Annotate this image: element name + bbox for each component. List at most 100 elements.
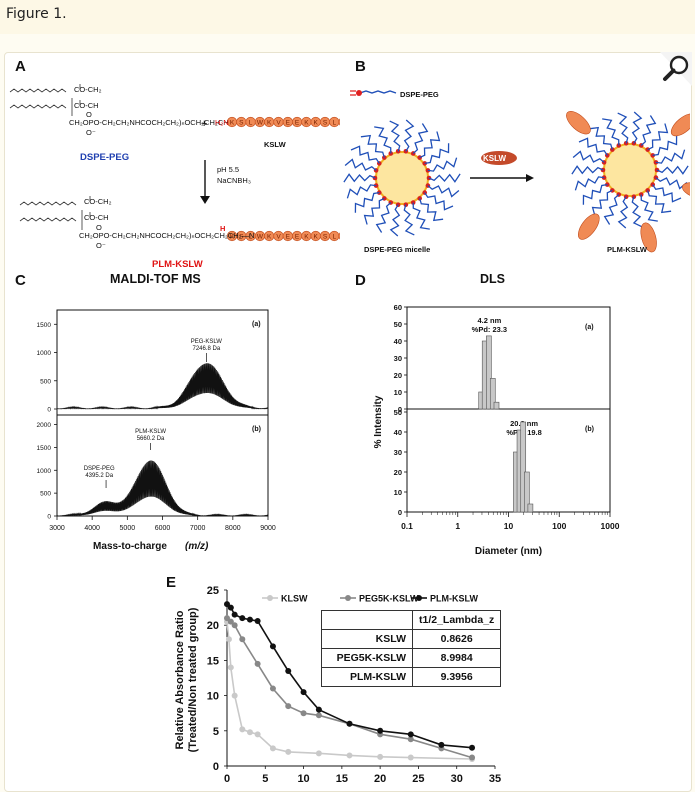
spectrum-b	[56, 460, 269, 517]
c-xlabel-italic: (m/z)	[185, 541, 209, 552]
data-point	[231, 622, 238, 629]
e-ytick-label: 5	[213, 726, 219, 738]
micelle-left-peg	[363, 197, 385, 225]
c-peak-b-name: PLM-KSLW	[135, 429, 166, 435]
micelle-right	[566, 111, 690, 253]
e-xtick-label: 0	[224, 773, 230, 785]
nh-label: H	[220, 224, 226, 233]
e-xtick-label: 5	[262, 773, 268, 785]
table-cell: 9.3956	[411, 667, 502, 687]
micelle-right-peg	[582, 183, 608, 205]
e-ytick-label: 10	[207, 691, 219, 703]
peptide-bottom-residue: S	[323, 233, 328, 240]
data-point	[407, 754, 414, 761]
peptide-top-residue: V	[276, 119, 281, 126]
panel-label-d: D	[355, 272, 366, 289]
data-point	[315, 750, 322, 757]
dls-bar-a	[493, 401, 500, 410]
e-xtick-label: 10	[297, 773, 309, 785]
legend-lipid-tails	[350, 90, 356, 96]
peptide-bead	[682, 182, 690, 200]
e-xtick-label: 35	[489, 773, 501, 785]
data-point	[239, 726, 246, 733]
micelle-left-head	[382, 155, 387, 160]
d-ytick-label: 40	[394, 428, 402, 437]
peptide-bottom-residue: E	[286, 233, 291, 240]
micelle-right-peg	[640, 115, 657, 146]
table-row: KSLW 0.8626	[321, 629, 502, 649]
c-peak-a-value: 7246.8 Da	[192, 346, 220, 352]
panel-label-a: A	[15, 58, 26, 75]
lipid-chains-top	[9, 84, 81, 116]
micelle-left-peg	[343, 173, 376, 183]
c-peak-b-value: 5660.2 Da	[137, 436, 165, 442]
e-ylabel-1: Relative Absorbance Ratio	[174, 610, 186, 749]
panel-c-title: MALDI-TOF MS	[110, 272, 201, 286]
peptide-top-residue: L	[249, 119, 253, 126]
d-ytick-label: 10	[394, 388, 402, 397]
c-xtick-label: 9000	[260, 525, 276, 532]
c-xtick-label: 5000	[120, 525, 136, 532]
micelle-left-head	[417, 196, 422, 201]
e-xtick-label: 20	[374, 773, 386, 785]
peptide-bottom-residue: K	[304, 233, 309, 240]
peptide-bottom-residue: K	[267, 233, 272, 240]
oxygen-minus-1: O⁻	[86, 128, 96, 137]
data-point	[254, 617, 261, 624]
d-xtick-label: 1	[455, 521, 460, 531]
spectrum-a	[56, 363, 269, 410]
c-ytick-label: 500	[40, 378, 51, 385]
peptide-bottom-residue: K	[314, 233, 319, 240]
d-ytick-label: 20	[394, 468, 402, 477]
peptide-bottom-residue: L	[332, 233, 336, 240]
c-ytick-label: 0	[47, 407, 51, 414]
amine-label: H₂N	[215, 118, 229, 127]
e-xtick-label: 15	[336, 773, 348, 785]
zoom-button[interactable]	[660, 52, 692, 86]
peptide-bead	[566, 111, 591, 135]
peptide-bottom-residue: K	[230, 233, 235, 240]
micelle-right-head	[610, 147, 615, 152]
panel-c-chart: 0 500 1000 1500 0 500 1000 1500 2000 3000 4000 5000…	[37, 309, 276, 552]
peptide-top-residue: K	[267, 119, 272, 126]
micelle-right-peg	[652, 135, 678, 157]
data-point	[227, 604, 234, 611]
micelle-right-peg	[631, 111, 643, 144]
acyl-group-3: CO-CH₂	[84, 197, 112, 206]
series-plm-kslw	[224, 601, 476, 751]
e-ytick-label: 15	[207, 655, 219, 667]
d-xlabel: Diameter (nm)	[475, 546, 542, 557]
micelle-left-peg	[419, 198, 444, 222]
micelle-right-peg	[647, 190, 672, 214]
micelle-right-peg	[631, 196, 643, 228]
peptide-bottom-residue: W	[257, 233, 264, 240]
micelle-right-head	[616, 143, 622, 148]
dls-bar-a	[489, 378, 496, 410]
micelle-left-peg	[360, 134, 385, 158]
table-header-row: t1/2_Lambda_z	[321, 610, 502, 630]
c-xtick-label: 8000	[225, 525, 241, 532]
data-point	[377, 727, 384, 734]
e-ytick-label: 25	[207, 585, 219, 597]
panel-label-b: B	[355, 58, 366, 75]
micelle-left-peg	[354, 191, 380, 213]
data-point	[269, 685, 276, 692]
peptide-bottom-residue: L	[249, 233, 253, 240]
peptide-top-bead	[338, 118, 340, 126]
d-ytick-label: 0	[398, 405, 402, 414]
micelle-right-peg	[655, 177, 688, 190]
micelle-left-peg	[350, 145, 380, 164]
micelle-left-peg	[424, 143, 450, 165]
micelle-right-head	[645, 188, 650, 193]
c-xtick-label: 6000	[155, 525, 171, 532]
micelle-left-head	[417, 155, 422, 160]
micelle-right-peg	[656, 165, 689, 175]
panel-d-chart: 0 10 20 30 40 50 60 0 10 20 30 40 50 0.1 1 10 100 1000 Dia…	[373, 303, 620, 557]
peptide-bottom-residue: V	[276, 233, 281, 240]
micelle-left-head	[382, 196, 387, 201]
panel-b-arrowhead	[526, 174, 534, 182]
dls-bar-b	[524, 471, 530, 513]
peptide-top-residue: E	[286, 119, 291, 126]
c-ytick-label: 0	[47, 514, 51, 521]
data-point	[246, 616, 253, 623]
